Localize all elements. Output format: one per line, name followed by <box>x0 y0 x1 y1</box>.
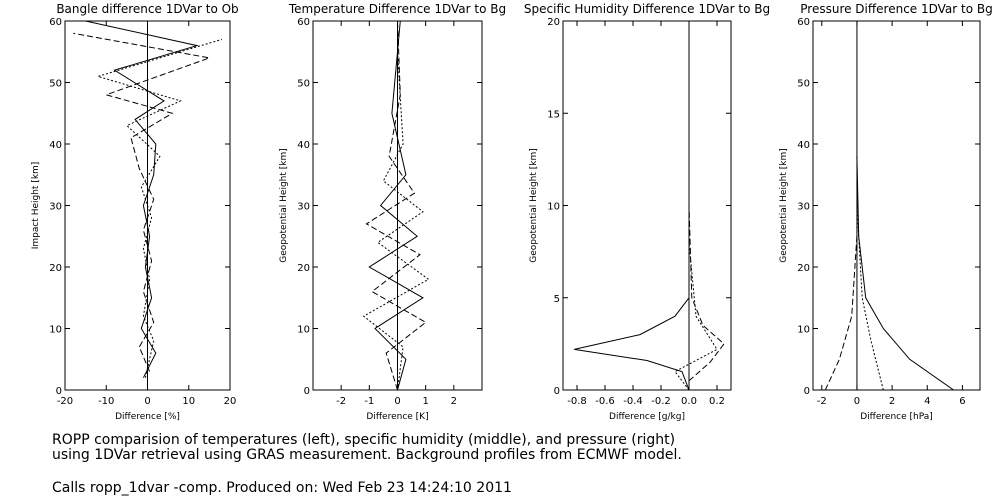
series-line-3 <box>856 205 884 390</box>
series-line-1 <box>368 21 424 390</box>
chart-title: Temperature Difference 1DVar to Bg <box>288 2 506 16</box>
y-tick-label: 10 <box>797 325 810 336</box>
y-tick-label: 0 <box>554 386 560 397</box>
y-tick-label: 60 <box>297 17 310 28</box>
x-axis-label: Difference [g/kg] <box>609 412 685 422</box>
y-tick-label: 0 <box>304 386 310 397</box>
x-tick-label: -1 <box>364 396 374 407</box>
y-tick-label: 60 <box>797 17 810 28</box>
chart-title: Pressure Difference 1DVar to Bg <box>800 2 993 16</box>
y-axis-label: Geopotential Height [km] <box>279 148 289 263</box>
y-tick-label: 10 <box>547 202 560 213</box>
x-tick-label: 20 <box>224 396 237 407</box>
x-axis-label: Difference [K] <box>366 412 428 422</box>
x-tick-label: -10 <box>98 396 114 407</box>
x-tick-label: 1 <box>422 396 428 407</box>
y-axis-label: Geopotential Height [km] <box>529 148 539 263</box>
x-tick-label: -0.4 <box>623 396 643 407</box>
x-tick-label: 0.2 <box>709 396 725 407</box>
y-tick-label: 20 <box>547 17 560 28</box>
plot-frame <box>812 20 981 391</box>
y-tick-label: 60 <box>49 17 62 28</box>
y-tick-label: 0 <box>804 386 810 397</box>
x-tick-label: -0.8 <box>567 396 587 407</box>
y-tick-label: 30 <box>797 202 810 213</box>
x-tick-label: 0 <box>394 396 400 407</box>
x-tick-label: -2 <box>817 396 827 407</box>
caption-line-2: using 1DVar retrieval using GRAS measure… <box>52 447 682 463</box>
y-tick-label: 0 <box>56 386 62 397</box>
y-tick-label: 40 <box>797 140 810 151</box>
y-tick-label: 20 <box>797 263 810 274</box>
y-tick-label: 5 <box>554 294 560 305</box>
y-tick-label: 40 <box>49 140 62 151</box>
y-tick-label: 10 <box>297 325 310 336</box>
y-axis-label: Geopotential Height [km] <box>779 148 789 263</box>
x-tick-label: 6 <box>959 396 965 407</box>
y-axis-label: Impact Height [km] <box>31 162 41 250</box>
series-line-1 <box>574 168 690 390</box>
x-axis-label: Difference [hPa] <box>860 412 933 422</box>
y-tick-label: 20 <box>49 263 62 274</box>
series-line-1 <box>85 21 199 378</box>
series-line-3 <box>674 242 718 390</box>
y-tick-label: 50 <box>797 79 810 90</box>
x-tick-label: 0.0 <box>681 396 697 407</box>
y-tick-label: 30 <box>297 202 310 213</box>
series-line-2 <box>365 21 427 390</box>
x-tick-label: 2 <box>451 396 457 407</box>
y-tick-label: 50 <box>297 79 310 90</box>
series-line-3 <box>362 51 430 390</box>
y-tick-label: 10 <box>49 325 62 336</box>
x-tick-label: 2 <box>889 396 895 407</box>
x-tick-label: 0 <box>854 396 860 407</box>
y-tick-label: 50 <box>49 79 62 90</box>
x-tick-label: -0.2 <box>651 396 671 407</box>
x-axis-label: Difference [%] <box>115 412 180 422</box>
series-line-3 <box>96 38 222 378</box>
y-tick-label: 20 <box>297 263 310 274</box>
chart-title: Specific Humidity Difference 1DVar to Bg <box>524 2 770 16</box>
x-tick-label: 4 <box>924 396 930 407</box>
y-tick-label: 30 <box>49 202 62 213</box>
series-line-2 <box>824 236 858 390</box>
x-tick-label: 10 <box>182 396 195 407</box>
x-tick-label: -2 <box>336 396 346 407</box>
x-tick-label: -20 <box>57 396 73 407</box>
y-tick-label: 40 <box>297 140 310 151</box>
x-tick-label: 0 <box>144 396 150 407</box>
series-line-2 <box>688 205 725 382</box>
series-line-2 <box>73 32 212 372</box>
chart-title: Bangle difference 1DVar to Ob <box>56 2 238 16</box>
x-tick-label: -0.6 <box>595 396 615 407</box>
caption-line-3: Calls ropp_1dvar -comp. Produced on: Wed… <box>52 480 512 496</box>
caption-line-1: ROPP comparision of temperatures (left),… <box>52 432 676 448</box>
series-line-1 <box>856 156 954 390</box>
y-tick-label: 15 <box>547 109 560 120</box>
plot-frame <box>562 20 732 391</box>
